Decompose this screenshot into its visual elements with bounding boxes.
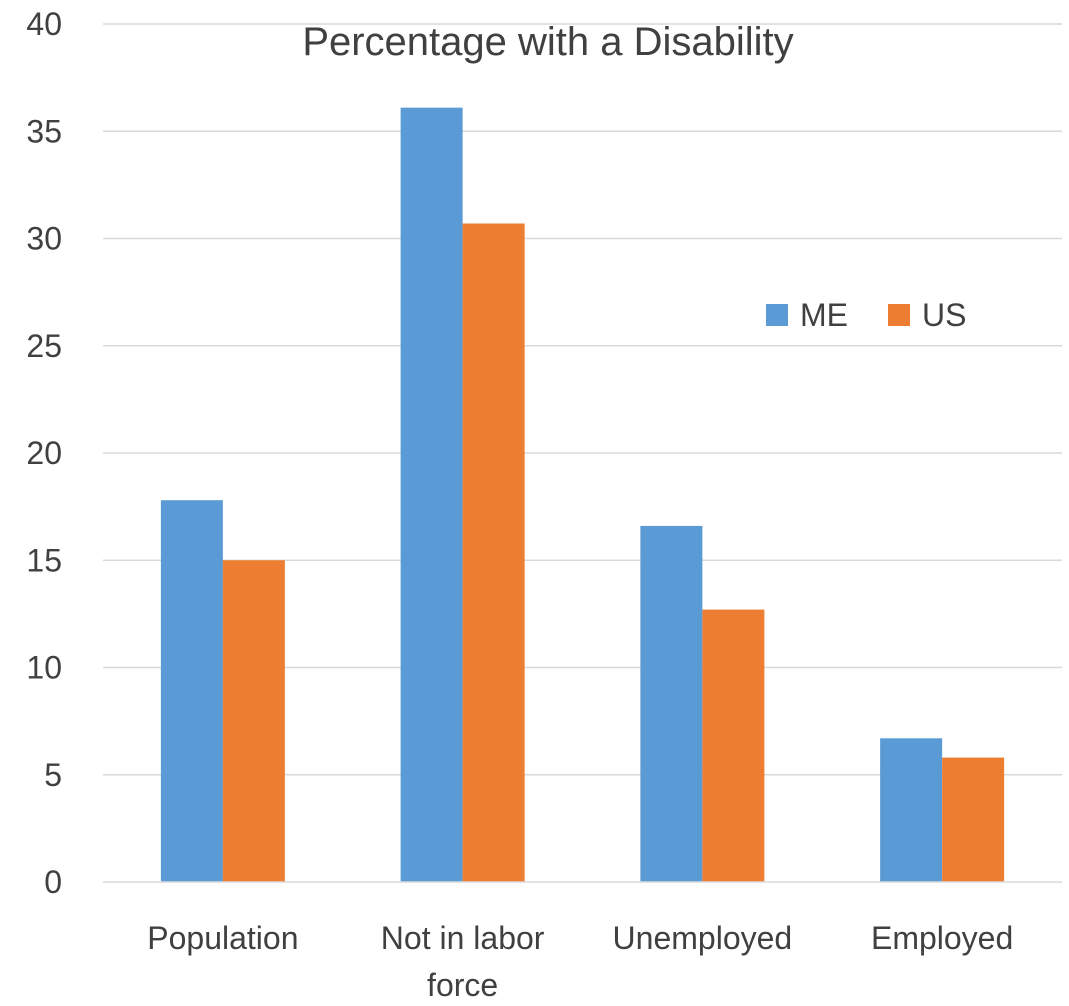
legend: ME US [766,297,966,333]
x-category-label: Population [147,920,298,956]
y-tick-label: 20 [26,435,62,471]
legend-label-us: US [922,297,966,333]
x-category-label: Employed [871,920,1013,956]
x-axis: Population Not in labor force Unemployed Emp… [103,881,1062,1003]
y-axis-tick-labels: 0 5 10 15 20 25 30 35 40 [26,6,62,900]
bar-us-employed [942,757,1005,882]
bar-us-unemployed [702,609,765,882]
y-tick-label: 35 [26,113,62,149]
bar-us-not-in-labor-force [462,223,525,883]
bar-us-population [222,560,285,882]
legend-swatch-us [888,304,910,326]
y-tick-label: 5 [44,757,62,793]
bars [160,107,1005,883]
bar-me-unemployed [640,525,703,882]
y-tick-label: 0 [44,864,62,900]
y-tick-label: 40 [26,6,62,42]
y-tick-label: 30 [26,221,62,257]
y-tick-label: 25 [26,328,62,364]
legend-label-me: ME [800,297,848,333]
bar-me-employed [880,738,943,882]
chart-title: Percentage with a Disability [302,20,793,64]
bar-me-not-in-labor-force [400,107,463,882]
bar-me-population [160,500,223,882]
y-tick-label: 10 [26,650,62,686]
x-category-label: Unemployed [613,920,793,956]
x-category-label: Not in labor force [381,920,545,1003]
y-tick-label: 15 [26,542,62,578]
legend-swatch-me [766,304,788,326]
